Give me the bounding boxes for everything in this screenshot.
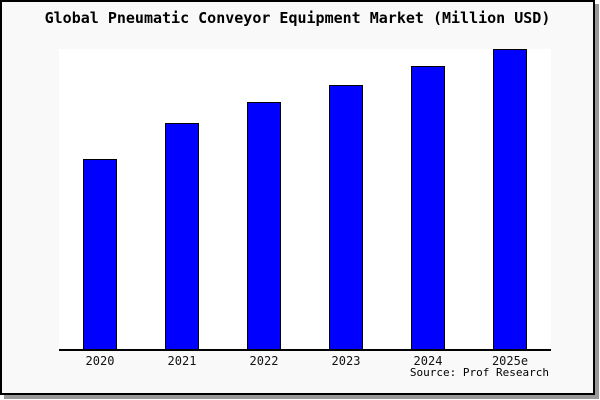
bar-2021	[165, 123, 199, 349]
bar-slot	[387, 49, 469, 349]
x-tick-label-2022: 2022	[249, 354, 279, 368]
bar-2023	[329, 85, 363, 349]
x-tick-label-2021: 2021	[167, 354, 197, 368]
bar-2024	[411, 66, 445, 349]
bar-slot	[141, 49, 223, 349]
chart-card: Global Pneumatic Conveyor Equipment Mark…	[0, 0, 595, 395]
bar-2022	[247, 102, 281, 349]
x-tick-label-2025e: 2025e	[491, 354, 529, 368]
bar-2020	[83, 159, 117, 349]
bar-slot	[223, 49, 305, 349]
x-tick-label-2023: 2023	[331, 354, 361, 368]
x-tick-label-2024: 2024	[413, 354, 443, 368]
chart-title: Global Pneumatic Conveyor Equipment Mark…	[44, 9, 551, 27]
source-credit: Source: Prof Research	[409, 366, 549, 379]
bar-slot	[59, 49, 141, 349]
bar-slot	[305, 49, 387, 349]
bar-2025e	[493, 49, 527, 349]
x-axis-labels: 2020 2021 2022 2023 2024 2025e	[59, 354, 551, 368]
bar-slot	[469, 49, 551, 349]
plot-area	[59, 49, 551, 351]
x-tick-label-2020: 2020	[85, 354, 115, 368]
